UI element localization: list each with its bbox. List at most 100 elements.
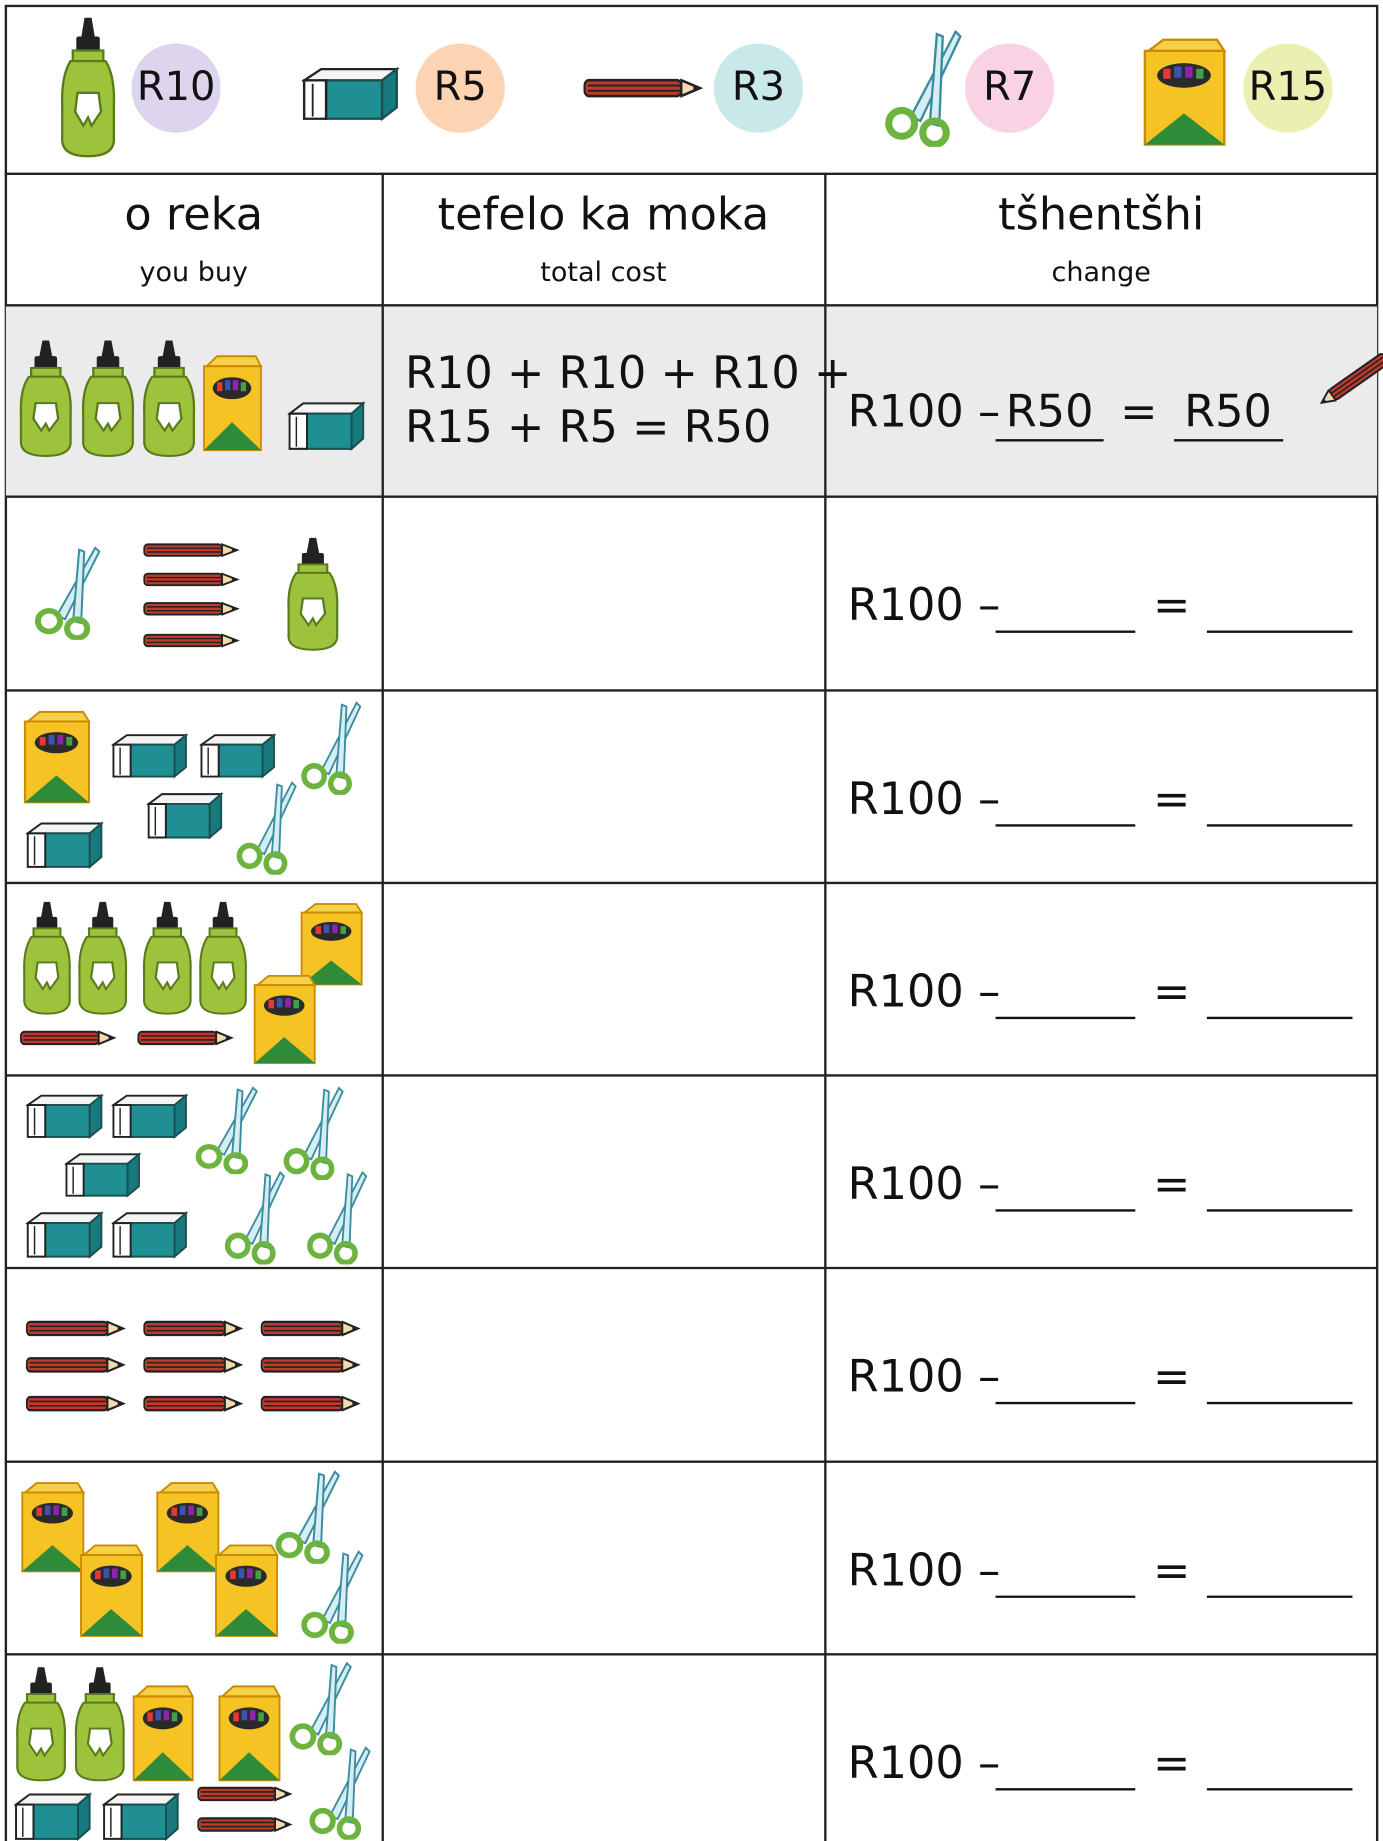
eraser-icon — [302, 67, 398, 120]
change-start: R100 – — [848, 965, 1001, 1017]
eraser-icon — [26, 1212, 103, 1258]
crayons-icon — [218, 1685, 281, 1782]
pencil-icon — [25, 1357, 127, 1373]
equals-sign: = — [1153, 965, 1190, 1017]
crayons-icon — [202, 355, 262, 452]
scissors-icon — [286, 1088, 342, 1178]
glue-icon — [142, 901, 192, 1015]
price-badge — [965, 43, 1055, 133]
equals-sign: = — [1153, 1737, 1190, 1789]
pencil-icon — [260, 1357, 361, 1373]
sheet-border — [4, 4, 1379, 1841]
column-subtitle: total cost — [540, 257, 666, 288]
eraser-icon — [288, 402, 365, 450]
eraser-icon — [103, 1793, 179, 1840]
pencil-icon — [143, 1395, 244, 1412]
pencil-icon — [143, 633, 240, 648]
eraser-icon — [112, 734, 187, 778]
scissors-icon — [278, 1472, 338, 1562]
crayons-icon — [80, 1544, 144, 1637]
pencil-icon — [197, 1817, 293, 1832]
eraser-icon — [112, 1094, 187, 1138]
change-start: R100 – — [848, 1351, 1001, 1403]
pencil-icon — [25, 1395, 127, 1412]
equals-sign: = — [1153, 773, 1190, 825]
crayons-icon — [23, 710, 90, 804]
glue-icon — [23, 901, 71, 1015]
change-start: R100 – — [848, 773, 1001, 825]
crayons-icon — [21, 1482, 85, 1573]
eraser-icon — [26, 822, 103, 868]
scissors-icon — [304, 1552, 362, 1642]
pencil-icon — [260, 1320, 361, 1337]
change-start: R100 – — [848, 579, 1001, 631]
change-start: R100 – — [848, 1737, 1001, 1789]
total-cost-line: R15 + R5 = R50 — [405, 401, 771, 453]
glue-icon — [60, 17, 116, 158]
column-title: tefelo ka moka — [438, 188, 770, 240]
crayons-icon — [253, 974, 316, 1064]
crayons-icon — [300, 903, 363, 986]
equals-sign: = — [1120, 385, 1157, 437]
pencil-icon — [197, 1786, 293, 1802]
equals-sign: = — [1153, 579, 1190, 631]
column-subtitle: you buy — [140, 257, 248, 288]
pencil-icon — [143, 1320, 244, 1337]
glue-icon — [199, 901, 247, 1015]
crayons-icon — [156, 1482, 220, 1573]
price-label: R7 — [983, 64, 1036, 110]
price-badge — [1243, 43, 1333, 133]
pencil-icon — [143, 543, 240, 557]
equals-sign: = — [1153, 1544, 1190, 1596]
change-start: R100 – — [848, 1544, 1001, 1596]
scissors-icon — [310, 1172, 366, 1262]
scissors-icon — [198, 1088, 256, 1173]
eraser-icon — [65, 1153, 140, 1197]
content: R10 R5 R3 R7 R15 o reka you buy tefelo ka moka t… — [15, 17, 1383, 1840]
scissors-icon — [38, 548, 99, 638]
change-amount: R50 — [1006, 385, 1094, 437]
price-label: R15 — [1249, 64, 1328, 110]
pencil-icon — [25, 1320, 127, 1337]
eraser-icon — [147, 793, 223, 839]
eraser-icon — [26, 1094, 103, 1138]
pencil-icon — [19, 1030, 117, 1046]
glue-icon — [16, 1667, 67, 1782]
eraser-icon — [15, 1793, 91, 1840]
scissors-icon — [228, 1172, 284, 1262]
pencil-icon — [143, 1357, 244, 1373]
change-start: R100 – — [848, 385, 1001, 437]
table-grid — [5, 172, 1378, 1841]
change-start: R100 – — [848, 1158, 1001, 1210]
column-subtitle: change — [1052, 257, 1151, 288]
price-label: R10 — [137, 64, 216, 110]
price-badge — [131, 43, 221, 133]
pencil-icon — [583, 78, 704, 98]
pencil-icon — [143, 602, 240, 616]
total-cost-line: R10 + R10 + R10 + — [405, 347, 851, 399]
scissors-icon — [239, 783, 295, 873]
crayons-icon — [132, 1685, 194, 1782]
glue-icon — [78, 901, 128, 1015]
eraser-icon — [112, 1212, 187, 1258]
pencil-icon — [260, 1395, 361, 1412]
pencil-icon — [143, 572, 240, 587]
change-result: R50 — [1184, 385, 1272, 437]
scissors-icon — [304, 703, 360, 793]
column-title: tšhentšhi — [998, 188, 1204, 240]
scissors-icon — [292, 1663, 350, 1753]
price-badge — [415, 43, 505, 133]
crayons-icon — [215, 1544, 279, 1637]
column-title: o reka — [124, 188, 263, 240]
equals-sign: = — [1153, 1351, 1190, 1403]
crayons-icon — [1143, 38, 1226, 146]
pencil-icon — [137, 1030, 235, 1046]
price-badge — [713, 43, 804, 133]
glue-icon — [74, 1667, 125, 1782]
scissors-icon — [889, 32, 961, 145]
price-label: R3 — [732, 64, 785, 110]
price-label: R5 — [434, 64, 487, 110]
glue-icon — [287, 537, 339, 651]
